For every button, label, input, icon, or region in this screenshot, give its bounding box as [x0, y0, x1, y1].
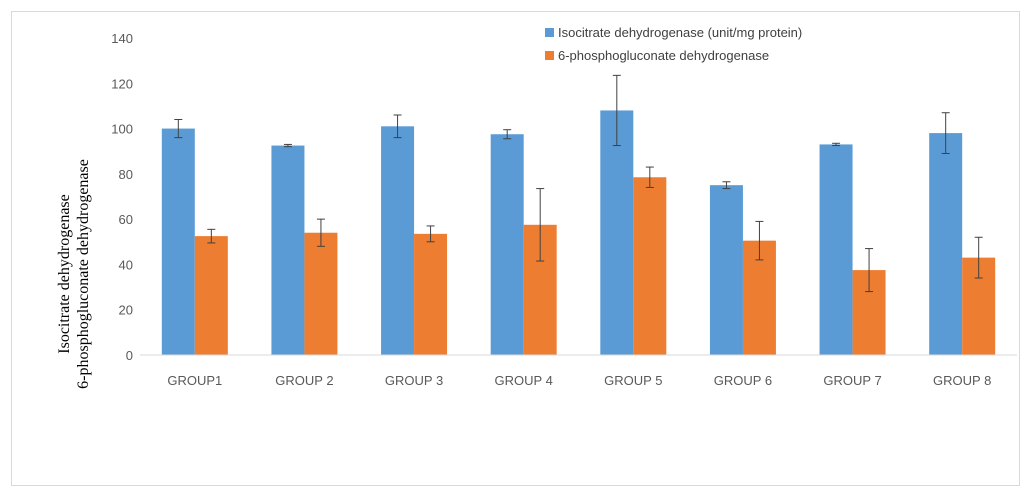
- legend-label-isocitrate: Isocitrate dehydrogenase (unit/mg protei…: [558, 25, 802, 40]
- y-axis-label-line-2: 6-phosphogluconate dehydrogenase: [75, 159, 92, 389]
- y-tick-label-120: 120: [111, 76, 133, 91]
- bar-series-1-group1: [195, 236, 228, 355]
- bar-series-0-group8: [929, 133, 962, 355]
- bar-series-0-group7: [820, 144, 853, 355]
- x-tick-label-group6: GROUP 6: [714, 373, 772, 388]
- x-tick-label-group8: GROUP 8: [933, 373, 991, 388]
- chart-frame: Isocitrate dehydrogenase 6-phosphoglucon…: [11, 11, 1020, 486]
- y-tick-label-100: 100: [111, 122, 133, 137]
- bar-series-0-group4: [491, 134, 524, 355]
- bar-chart: Isocitrate dehydrogenase 6-phosphoglucon…: [12, 12, 1021, 487]
- bar-series-1-group2: [304, 233, 337, 355]
- legend-swatch-isocitrate: [545, 28, 554, 37]
- bar-series-0-group5: [600, 110, 633, 355]
- y-axis-label: Isocitrate dehydrogenase 6-phosphoglucon…: [56, 159, 92, 389]
- bar-series-0-group6: [710, 185, 743, 355]
- bar-series-0-group1: [162, 129, 195, 355]
- y-tick-label-20: 20: [119, 303, 133, 318]
- y-axis-label-line-1: Isocitrate dehydrogenase: [56, 194, 73, 353]
- y-tick-label-140: 140: [111, 31, 133, 46]
- x-tick-label-group4: GROUP 4: [495, 373, 553, 388]
- bar-series-1-group5: [633, 177, 666, 355]
- x-tick-label-group7: GROUP 7: [823, 373, 881, 388]
- y-axis-ticks: 0 20 40 60 80 100 120 140: [111, 31, 133, 363]
- x-tick-label-group5: GROUP 5: [604, 373, 662, 388]
- x-axis-ticks: GROUP1 GROUP 2 GROUP 3 GROUP 4 GROUP 5 GROUP …: [167, 373, 991, 388]
- bar-series-1-group3: [414, 234, 447, 355]
- legend: Isocitrate dehydrogenase (unit/mg protei…: [545, 25, 802, 63]
- y-tick-label-80: 80: [119, 167, 133, 182]
- x-tick-label-group2: GROUP 2: [275, 373, 333, 388]
- x-tick-label-group1: GROUP1: [167, 373, 222, 388]
- y-tick-label-0: 0: [126, 348, 133, 363]
- y-tick-label-60: 60: [119, 212, 133, 227]
- bar-series-0-group2: [271, 146, 304, 355]
- bar-series-0-group3: [381, 126, 414, 355]
- legend-swatch-6-phosphogluconate: [545, 51, 554, 60]
- legend-label-6-phosphogluconate: 6-phosphogluconate dehydrogenase: [558, 48, 769, 63]
- x-tick-label-group3: GROUP 3: [385, 373, 443, 388]
- y-tick-label-40: 40: [119, 257, 133, 272]
